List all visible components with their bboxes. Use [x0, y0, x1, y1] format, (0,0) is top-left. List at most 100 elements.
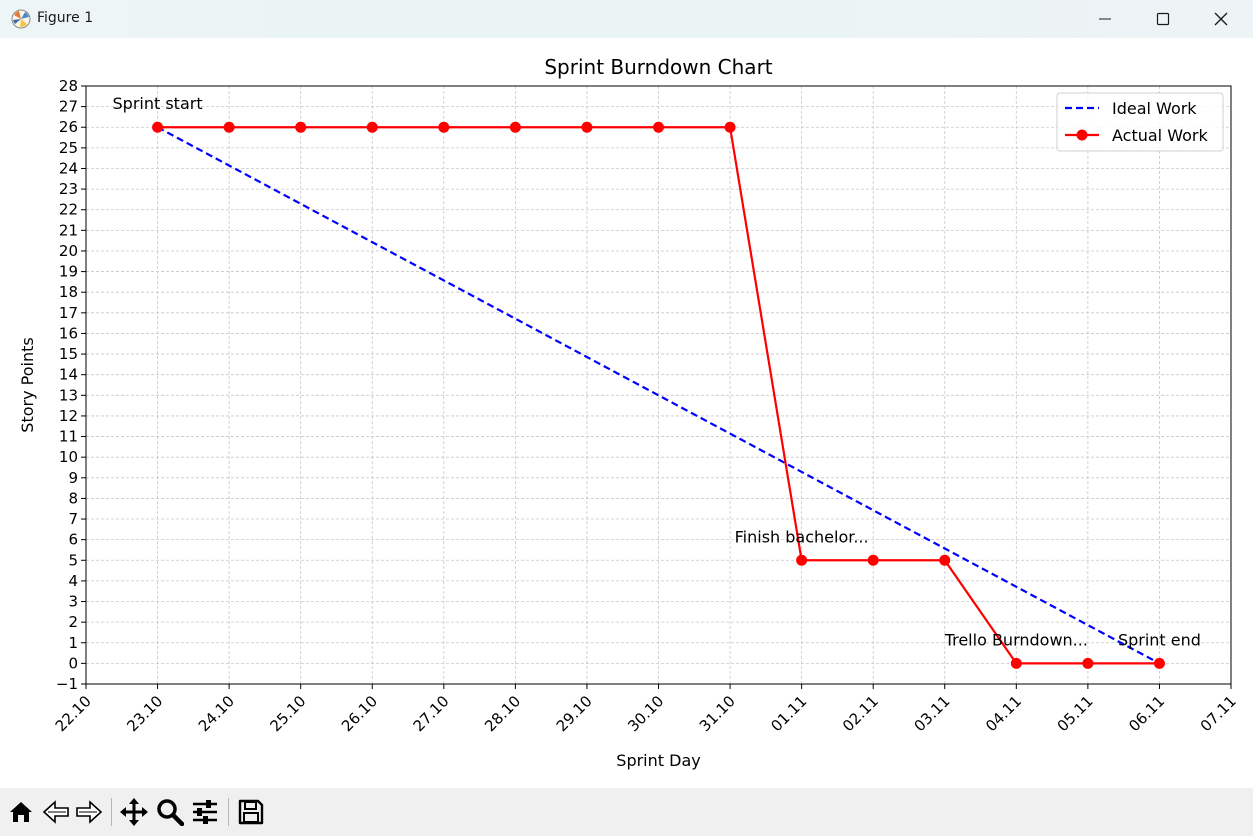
y-tick-label: 28: [59, 77, 78, 95]
actual-work-point: [653, 121, 664, 133]
plot-layer: [152, 121, 1165, 669]
y-tick-label: 10: [59, 448, 78, 466]
actual-work-point: [724, 121, 736, 133]
burndown-chart: 22.10 23.10 24.10 25.10 26.10 27.10 28.10 29.10…: [18, 55, 1240, 770]
minimize-icon: [1099, 18, 1111, 20]
x-tick-label: 25.10: [266, 692, 309, 735]
actual-work-point: [581, 121, 593, 133]
forward-icon: [76, 800, 103, 824]
toolbar-separator: [111, 798, 112, 826]
y-tick-label: 21: [59, 221, 78, 239]
chart-annotation: Sprint start: [113, 94, 203, 113]
y-tick-label: 11: [59, 428, 78, 446]
y-tick-label: −1: [56, 675, 78, 693]
annotation-layer: Sprint start Finish bachelor... Trello Bur…: [113, 94, 1201, 649]
home-button[interactable]: [5, 796, 37, 828]
y-tick-label: 24: [59, 159, 78, 177]
x-tick-label: 29.10: [553, 692, 596, 735]
actual-work-point: [509, 121, 521, 133]
y-tick-label: 8: [68, 489, 78, 507]
x-tick-label: 03.11: [910, 692, 953, 735]
y-tick-label: 13: [59, 386, 78, 404]
actual-work-point: [295, 121, 307, 133]
actual-work-point: [152, 121, 164, 133]
close-button[interactable]: [1192, 0, 1250, 38]
back-button[interactable]: [40, 796, 72, 828]
chart-title: Sprint Burndown Chart: [544, 55, 772, 79]
navigation-toolbar: [0, 788, 1253, 836]
y-tick-label: 25: [59, 139, 78, 157]
x-tick-label: 31.10: [696, 692, 739, 735]
y-tick-label: 3: [68, 593, 78, 611]
title-bar: Figure 1: [0, 0, 1253, 38]
chart-annotation: Finish bachelor...: [735, 527, 869, 546]
zoom-icon: [157, 799, 184, 826]
x-axis-label: Sprint Day: [616, 751, 700, 770]
y-tick-label: 4: [68, 572, 78, 590]
chart-annotation: Sprint end: [1118, 630, 1201, 649]
minimize-button[interactable]: [1076, 0, 1134, 38]
y-tick-label: 1: [68, 634, 78, 652]
ideal-work-line: [157, 126, 1160, 665]
actual-work-point: [867, 554, 879, 566]
axes-frame: [85, 85, 1232, 685]
actual-work-point: [939, 554, 951, 566]
back-icon: [42, 800, 69, 824]
y-tick-label: 7: [68, 510, 78, 528]
x-tick-label: 23.10: [123, 692, 166, 735]
figure-canvas[interactable]: 22.10 23.10 24.10 25.10 26.10 27.10 28.10 29.10…: [0, 38, 1253, 788]
y-tick-label: 12: [59, 407, 78, 425]
toolbar-separator: [228, 798, 229, 826]
y-tick-label: 15: [59, 345, 78, 363]
x-tick-label: 06.11: [1125, 692, 1168, 735]
x-tick-label: 05.11: [1054, 692, 1097, 735]
actual-work-point: [1153, 657, 1165, 669]
y-tick-label: 17: [59, 304, 78, 322]
x-tick-label: 30.10: [624, 692, 667, 735]
legend-label: Actual Work: [1112, 126, 1208, 145]
legend-label: Ideal Work: [1112, 99, 1197, 118]
x-tick-label: 07.11: [1197, 692, 1240, 735]
x-tick-label: 22.10: [52, 692, 95, 735]
matplotlib-icon: [11, 9, 31, 29]
y-tick-label: 23: [59, 180, 78, 198]
close-icon: [1214, 12, 1228, 26]
maximize-button[interactable]: [1134, 0, 1192, 38]
actual-work-point: [223, 121, 235, 133]
save-button[interactable]: [235, 796, 267, 828]
y-tick-label: 0: [68, 654, 78, 672]
y-tick-label: 20: [59, 242, 78, 260]
maximize-icon: [1156, 12, 1170, 26]
x-tick-label: 27.10: [410, 692, 453, 735]
y-tick-label: 9: [68, 469, 78, 487]
y-tick-label: 19: [59, 263, 78, 281]
actual-work-point: [1082, 657, 1094, 669]
actual-work-point: [438, 121, 450, 133]
y-tick-label: 27: [59, 98, 78, 116]
actual-work-point: [1010, 657, 1022, 669]
x-tick-label: 04.11: [982, 692, 1025, 735]
legend: Ideal Work Actual Work: [1056, 92, 1224, 152]
y-tick-label: 2: [68, 613, 78, 631]
x-tick-label: 02.11: [839, 692, 882, 735]
forward-button[interactable]: [73, 796, 105, 828]
home-icon: [10, 802, 32, 822]
y-tick-label: 16: [59, 324, 78, 342]
grid-layer: [85, 85, 1232, 685]
x-tick-label: 28.10: [481, 692, 524, 735]
x-tick-label: 26.10: [338, 692, 381, 735]
configure-subplots-button[interactable]: [189, 796, 221, 828]
save-icon: [238, 799, 264, 825]
y-tick-label: 18: [59, 283, 78, 301]
legend-swatch-marker: [1076, 129, 1088, 141]
pan-button[interactable]: [118, 796, 150, 828]
y-tick-label: 14: [59, 366, 78, 384]
zoom-button[interactable]: [154, 796, 186, 828]
y-tick-label: 22: [59, 201, 78, 219]
pan-icon: [120, 798, 148, 826]
x-tick-label: 01.11: [767, 692, 810, 735]
actual-work-point: [366, 121, 378, 133]
y-tick-label: 5: [68, 551, 78, 569]
configure-subplots-icon: [193, 800, 217, 824]
